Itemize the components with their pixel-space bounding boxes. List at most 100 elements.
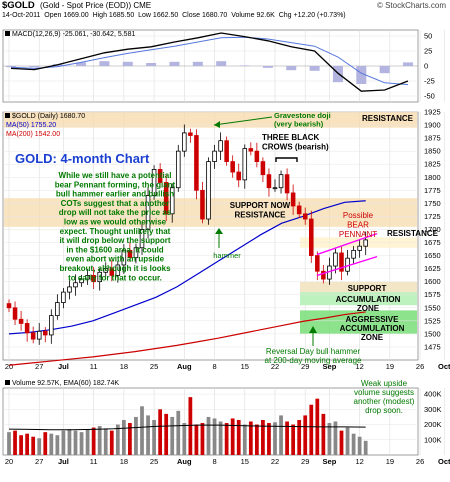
- volume-bar: [267, 423, 271, 455]
- volume-bar: [321, 413, 326, 455]
- annotation-body: While we still have a potential bear Penn…: [55, 171, 176, 282]
- annotation-reversal-line: at 200-day moving average: [265, 356, 363, 365]
- candle-body: [308, 218, 314, 256]
- candle-body: [61, 291, 66, 303]
- candle-body: [248, 148, 254, 152]
- candle-body: [272, 187, 278, 190]
- annotation-body-line: While we still have a potential: [59, 171, 172, 180]
- annotation-body-line: drop will not take the price as: [59, 208, 172, 217]
- x-tick-label: 20: [5, 362, 13, 371]
- price-y-tick: 1925: [424, 108, 441, 117]
- volume-y-tick: 400K: [424, 390, 442, 399]
- volume-bar: [291, 424, 296, 455]
- annotation-support-now: SUPPORT NOW RESISTANCE: [230, 201, 291, 220]
- macd-histogram-bar: [122, 61, 133, 66]
- x-tick-label: 19: [386, 362, 394, 371]
- x-tick-label: Oct: [438, 457, 450, 466]
- volume-bar: [248, 421, 253, 455]
- annotation-body-line: to early for that to occur.: [68, 273, 162, 282]
- volume-bar: [91, 427, 96, 455]
- volume-bar: [230, 418, 235, 455]
- price-y-tick: 1825: [424, 160, 441, 169]
- pennant-lower-line: [316, 255, 378, 277]
- annotation-body-line: bear Pennant forming, the giant: [55, 180, 176, 189]
- x-tick-label: 26: [416, 362, 424, 371]
- macd-legend: MACD(12,26,9) -25.061, -30.642, 5.581: [12, 31, 135, 38]
- chart-security-name: (Gold - Spot Price (EOD)) CME: [40, 1, 152, 10]
- volume-bar: [43, 432, 48, 455]
- annotation-body-line: expect. Thought unlikely that: [60, 227, 171, 236]
- macd-histogram-bar: [216, 61, 227, 66]
- macd-histogram-bar: [356, 66, 367, 84]
- x-tick-label: Sep: [323, 457, 337, 466]
- candle-body: [30, 332, 36, 340]
- volume-legend-swatch: [5, 380, 10, 385]
- candle-body: [206, 161, 211, 220]
- annotation-volume-note-line: drop soon.: [365, 406, 403, 415]
- annotation-aggressive-line: ACCUMULATION: [340, 324, 405, 333]
- annotation-resistance-mid: RESISTANCE: [387, 229, 439, 238]
- volume-bar: [327, 423, 332, 455]
- volume-bar: [103, 428, 108, 455]
- volume-bar: [339, 430, 344, 455]
- volume-bar: [134, 416, 138, 455]
- candle-body: [55, 302, 60, 317]
- volume-bar: [73, 430, 78, 455]
- candle-body: [212, 150, 217, 163]
- volume-bar: [236, 419, 241, 455]
- high-label: High: [92, 12, 107, 19]
- chart-quote-line: 14-Oct-2011 Open 1669.00 High 1685.50 Lo…: [2, 12, 346, 19]
- candle-body: [357, 245, 362, 251]
- annotation-aggressive: AGGRESSIVE ACCUMULATION ZONE: [340, 315, 405, 342]
- volume-bar: [254, 424, 259, 455]
- candle-body: [18, 318, 24, 324]
- candle-body: [182, 132, 187, 152]
- candle-body: [79, 278, 84, 284]
- candle-body: [296, 205, 302, 215]
- x-tick-label: 18: [120, 457, 128, 466]
- x-tick-label: Sep: [323, 362, 337, 371]
- candle-body: [175, 150, 181, 189]
- volume-bar: [357, 436, 362, 455]
- volume-label: Volume: [231, 12, 255, 19]
- volume-bar: [79, 432, 84, 455]
- volume-bar: [279, 415, 283, 455]
- price-y-tick: 1625: [424, 264, 441, 273]
- candle-body: [127, 249, 133, 259]
- volume-bar: [309, 404, 314, 455]
- support-band: [300, 281, 417, 293]
- x-tick-label: 19: [386, 457, 394, 466]
- annotation-support-now-line: RESISTANCE: [235, 211, 287, 220]
- x-tick-label: Jul: [58, 362, 69, 371]
- volume-bar: [285, 421, 289, 455]
- volume-bar: [212, 418, 217, 455]
- x-tick-label: 26: [416, 457, 424, 466]
- macd-histogram-bar: [262, 66, 273, 68]
- candle-body: [12, 307, 18, 320]
- annotation-reversal-line: Reversal Day bull hammer: [266, 347, 361, 356]
- volume-bar: [303, 415, 308, 455]
- x-tick-label: Jul: [58, 457, 69, 466]
- annotation-possible-bear-line: Possible: [343, 211, 374, 220]
- low-value: 1662.50: [152, 12, 179, 19]
- annotation-accumulation-line: ZONE: [357, 304, 380, 313]
- volume-bar: [194, 424, 199, 455]
- macd-histogram-bar: [29, 66, 40, 68]
- volume-bar: [200, 423, 205, 455]
- x-tick-label: 29: [301, 362, 309, 371]
- ma50-legend: MA(50) 1755.20: [6, 122, 56, 129]
- annotation-body-line: bull hammer earlier and bullish: [56, 190, 174, 199]
- candle-body: [91, 275, 96, 283]
- annotation-volume-note-line: another (modest): [354, 397, 415, 406]
- open-label: Open: [44, 12, 62, 19]
- candle-body: [73, 282, 78, 288]
- candle-body: [145, 195, 151, 230]
- candle-body: [242, 148, 248, 181]
- price-legend-swatch: [5, 113, 10, 118]
- candle-body: [97, 271, 102, 283]
- annotation-three-crows-line: CROWS (bearish): [262, 143, 329, 152]
- pennant-upper-line: [316, 232, 378, 256]
- x-tick-label: 12: [355, 457, 363, 466]
- candle-body: [115, 264, 121, 276]
- low-label: Low: [138, 12, 151, 19]
